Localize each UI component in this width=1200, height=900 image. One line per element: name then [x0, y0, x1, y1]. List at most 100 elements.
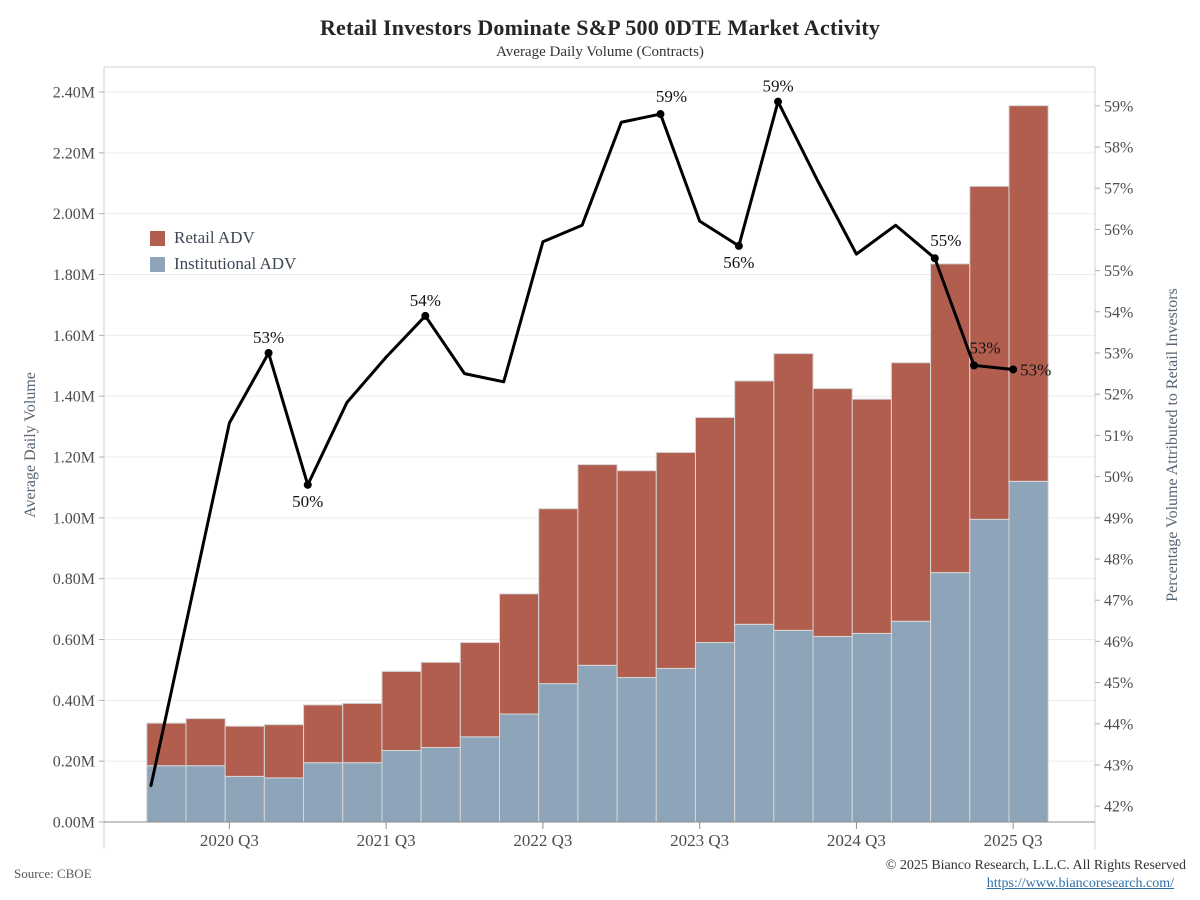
data-point-dot [421, 311, 430, 320]
data-point-dot [774, 97, 783, 106]
right-axis-tick-label: 45% [1104, 675, 1133, 692]
chart-subtitle: Average Daily Volume (Contracts) [496, 44, 704, 60]
left-axis-tick-label: 1.40M [53, 389, 95, 406]
copyright-text: © 2025 Bianco Research, L.L.C. All Right… [885, 858, 1186, 873]
right-axis-tick-label: 44% [1104, 716, 1133, 733]
right-axis-tick-label: 55% [1104, 263, 1133, 280]
legend-item-retail: Retail ADV [150, 228, 296, 248]
right-axis-title: Percentage Volume Attributed to Retail I… [1164, 288, 1181, 602]
legend-label-institutional: Institutional ADV [174, 254, 297, 273]
bar-retail-segment [303, 704, 344, 764]
left-axis-tick-label: 0.20M [53, 754, 95, 771]
bar-retail-segment [381, 670, 422, 752]
right-axis-tick-label: 58% [1104, 140, 1133, 157]
left-axis-tick-label: 2.20M [53, 145, 95, 162]
bar-retail-segment [342, 702, 383, 764]
left-axis-title: Average Daily Volume [22, 372, 39, 518]
right-axis-tick-label: 56% [1104, 222, 1133, 239]
data-point-label: 56% [723, 253, 754, 272]
source-note: Source: CBOE [14, 866, 92, 881]
right-axis-tick-label: 59% [1104, 98, 1133, 115]
right-axis-tick-label: 54% [1104, 304, 1133, 321]
bar-retail-segment [499, 593, 540, 715]
bar-retail-segment [969, 185, 1010, 520]
bar-institutional-segment [538, 683, 579, 823]
data-point-dot [656, 110, 665, 119]
bar-institutional-segment [773, 629, 814, 823]
bar-retail-segment [616, 470, 657, 679]
bar-retail-segment [890, 362, 932, 622]
bar-institutional-segment [499, 713, 540, 823]
bar-institutional-segment [420, 746, 461, 823]
bar-retail-segment [812, 388, 853, 637]
retail-share-line [149, 100, 1015, 788]
left-axis-tick-label: 1.80M [53, 267, 95, 284]
bar-institutional-segment [263, 777, 305, 823]
bar-institutional-segment [342, 762, 383, 823]
x-axis-tick-label: 2021 Q3 [357, 831, 416, 850]
legend-item-institutional: Institutional ADV [150, 254, 296, 274]
data-point-label: 55% [930, 231, 961, 250]
x-axis-tick-label: 2025 Q3 [984, 831, 1043, 850]
data-point-dot [264, 349, 273, 357]
data-point-dot [969, 361, 978, 370]
left-axis-tick-label: 1.00M [53, 510, 95, 527]
retail-swatch [150, 230, 165, 246]
bar-retail-segment [851, 398, 892, 634]
right-axis-tick-label: 50% [1104, 469, 1133, 486]
bar-institutional-segment [1008, 480, 1049, 823]
bar-retail-segment [773, 353, 814, 631]
copyright-block: © 2025 Bianco Research, L.L.C. All Right… [886, 857, 1186, 893]
bar-institutional-segment [734, 623, 775, 823]
x-axis-tick-label: 2023 Q3 [670, 831, 729, 850]
bar-institutional-segment [655, 667, 696, 823]
right-axis-tick-label: 46% [1104, 634, 1133, 651]
left-axis-tick-label: 0.00M [53, 815, 95, 832]
bar-retail-segment [420, 661, 461, 748]
data-point-label: 53% [1020, 360, 1051, 379]
x-axis-tick-label: 2022 Q3 [513, 831, 572, 850]
institutional-swatch [150, 256, 165, 272]
right-axis-tick-label: 51% [1104, 428, 1133, 445]
bar-retail-segment [459, 642, 501, 738]
data-point-dot [303, 480, 312, 489]
bar-retail-segment [185, 718, 226, 767]
left-axis-tick-label: 2.00M [53, 206, 95, 223]
bar-retail-segment [538, 508, 579, 685]
left-axis-tick-label: 1.60M [53, 328, 95, 345]
bar-retail-segment [930, 263, 971, 574]
bar-retail-segment [263, 724, 305, 779]
bar-institutional-segment [303, 762, 344, 823]
left-axis-tick-label: 0.60M [53, 632, 95, 649]
bar-institutional-segment [459, 736, 501, 823]
bar-institutional-segment [185, 765, 226, 823]
website-link[interactable]: https://www.biancoresearch.com/ [986, 876, 1174, 891]
bar-institutional-segment [577, 664, 618, 823]
data-point-label: 54% [410, 291, 441, 310]
bar-institutional-segment [851, 632, 892, 823]
left-axis-tick-label: 0.40M [53, 693, 95, 710]
bar-retail-segment [734, 380, 775, 625]
left-axis-tick-label: 0.80M [53, 571, 95, 588]
data-point-dot [734, 241, 743, 250]
bar-retail-segment [146, 722, 187, 767]
bar-retail-segment [577, 464, 618, 666]
bar-institutional-segment [381, 750, 422, 823]
left-axis-tick-label: 2.40M [53, 84, 95, 101]
data-point-label: 59% [762, 77, 793, 96]
data-point-label: 50% [292, 492, 323, 511]
x-axis-tick-label: 2024 Q3 [827, 831, 886, 850]
bar-institutional-segment [694, 642, 736, 823]
legend: Retail ADV Institutional ADV [150, 228, 296, 280]
bar-institutional-segment [930, 572, 971, 823]
bar-institutional-segment [616, 677, 657, 823]
bar-retail-segment [224, 725, 265, 777]
legend-label-retail: Retail ADV [174, 228, 255, 247]
bar-institutional-segment [890, 620, 932, 823]
bar-retail-segment [694, 416, 736, 644]
data-point-label: 59% [656, 87, 687, 106]
bar-retail-segment [655, 451, 696, 669]
data-point-label: 53% [969, 338, 1000, 357]
right-axis-tick-label: 53% [1104, 346, 1133, 363]
